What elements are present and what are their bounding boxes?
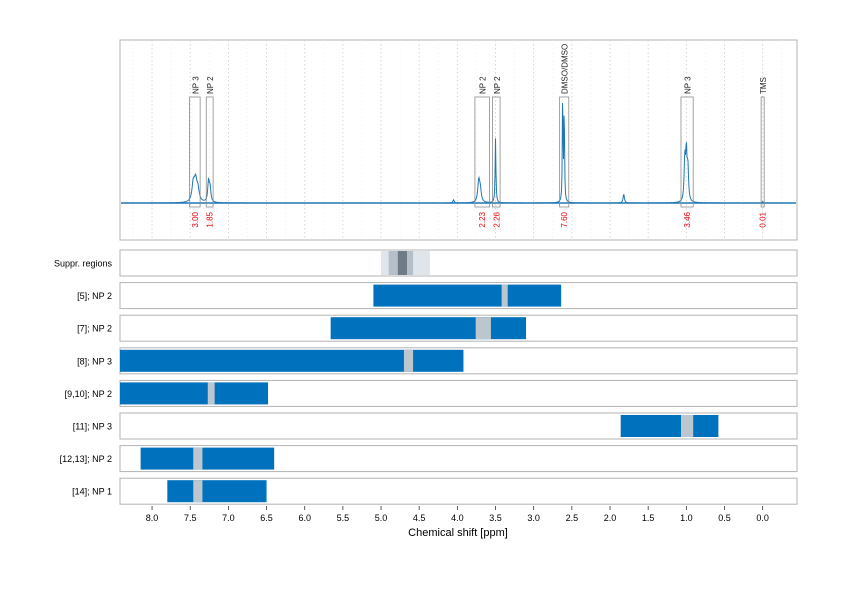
x-tick-label: 4.5: [413, 513, 426, 523]
peak-annotation-box: [680, 96, 694, 208]
region-row-label: [5]; NP 2: [77, 291, 112, 301]
region-row-label: [12,13]; NP 2: [60, 454, 112, 464]
region-bar: [120, 349, 464, 372]
region-row-label: [14]; NP 1: [72, 487, 112, 497]
region-row: [14]; NP 1: [72, 477, 798, 505]
x-tick-label: 5.0: [375, 513, 388, 523]
x-tick-label: 3.0: [527, 513, 540, 523]
region-row-frame: [119, 249, 798, 277]
peak-integral: 1.85: [206, 211, 215, 227]
region-row: [8]; NP 3: [77, 347, 798, 375]
suppression-band: [397, 251, 407, 275]
peak-annotation-box: [492, 96, 501, 208]
peak-integral: 2.23: [478, 211, 487, 227]
x-tick-label: 3.5: [489, 513, 502, 523]
x-tick-label: 1.5: [642, 513, 655, 523]
spectrum-frame: [119, 39, 798, 241]
x-tick-label: 2.0: [604, 513, 617, 523]
region-gap: [193, 447, 203, 470]
peak-annotation-box: [559, 96, 570, 208]
peak-integral: 3.00: [191, 211, 200, 227]
x-tick-label: 7.0: [222, 513, 235, 523]
peak-integral: 2.26: [492, 211, 501, 227]
region-gap: [501, 284, 508, 307]
peak-label: NP 2: [206, 76, 215, 94]
x-tick-label: 8.0: [146, 513, 159, 523]
region-gap: [403, 349, 414, 372]
region-row-label: [7]; NP 2: [77, 324, 112, 334]
region-row: [11]; NP 3: [73, 412, 798, 440]
region-bar: [620, 415, 719, 437]
region-gap: [207, 382, 215, 405]
peak-annotation-box: [189, 96, 201, 208]
region-row: [5]; NP 2: [77, 282, 798, 310]
region-row: [7]; NP 2: [77, 314, 798, 342]
region-rows: Suppr. regions [5]; NP 2 [7]; NP 2 [8]; NP …: [54, 249, 798, 505]
region-row: Suppr. regions: [54, 249, 798, 277]
region-bar: [373, 284, 562, 307]
region-bar: [120, 382, 269, 405]
x-tick-label: 6.0: [298, 513, 311, 523]
region-row-label: [11]; NP 3: [73, 422, 112, 432]
peak-annotation-box: [760, 96, 765, 208]
peak-annotation-box: [205, 96, 214, 208]
x-tick-label: 7.5: [184, 513, 197, 523]
x-tick-label: 5.5: [337, 513, 350, 523]
region-bar: [167, 480, 267, 503]
region-row: [9,10]; NP 2: [65, 379, 798, 407]
peak-label: NP 2: [493, 76, 502, 94]
x-tick-label: 0.0: [756, 513, 769, 523]
spectrum-panel: NP 3 3.00 NP 2 1.85 NP 2 2.23 NP 2 2.26 DMSO/DMS…: [119, 39, 798, 241]
peak-label: NP 2: [479, 76, 488, 94]
peak-integral: 0.01: [759, 211, 768, 227]
peak-integral: 7.60: [560, 211, 569, 227]
x-axis: 8.0 7.5 7.0 6.5 6.0 5.5 5.0 4.5 4.0 3.5 3.0 2.5 2.0 1…: [146, 506, 769, 523]
x-tick-label: 2.5: [566, 513, 579, 523]
region-gap: [680, 415, 694, 437]
x-axis-title: Chemical shift [ppm]: [408, 527, 508, 539]
x-tick-label: 0.5: [718, 513, 731, 523]
region-row-label: [8]; NP 3: [77, 356, 112, 366]
region-row-label: [9,10]; NP 2: [65, 389, 112, 399]
x-tick-label: 4.0: [451, 513, 464, 523]
peak-label: TMS: [759, 77, 768, 94]
region-bar: [330, 317, 527, 340]
peak-integral: 3.46: [683, 211, 692, 227]
x-tick-label: 1.0: [680, 513, 693, 523]
region-bar: [140, 447, 275, 470]
region-row: [12,13]; NP 2: [60, 445, 798, 473]
region-row-label: Suppr. regions: [54, 259, 113, 269]
peak-label: NP 3: [684, 76, 693, 94]
peak-label: DMSO/DMSO: [561, 44, 570, 94]
region-gap: [193, 480, 203, 503]
peak-annotation-box: [474, 96, 490, 208]
region-gap: [475, 317, 491, 340]
x-tick-label: 6.5: [260, 513, 273, 523]
peak-label: NP 3: [191, 76, 200, 94]
